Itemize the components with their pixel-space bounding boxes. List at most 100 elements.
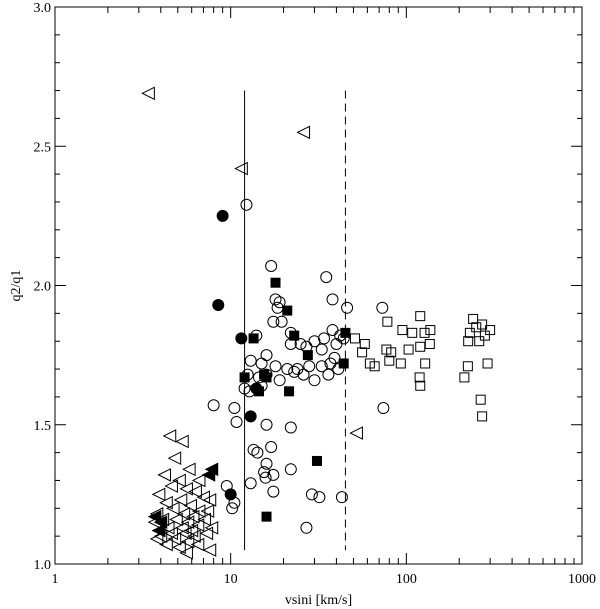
triangle-left-filled-point (151, 523, 166, 538)
circle-open-point (267, 485, 280, 498)
circle-open-point (303, 360, 316, 373)
circle-open-point (305, 488, 318, 501)
square-open-point (397, 325, 408, 336)
circle-open-point (258, 466, 271, 479)
triangle-left-open-point (183, 498, 197, 513)
triangle-left-open-point (296, 125, 311, 140)
circle-open-point (318, 332, 331, 345)
triangle-left-open-point (149, 532, 164, 546)
y-tick-label: 2.0 (34, 280, 52, 295)
circle-open-point (308, 335, 321, 348)
circle-open-point (297, 368, 310, 381)
plot-border (54, 6, 583, 565)
x-tick-label: 1 (52, 572, 59, 587)
square-open-point (384, 355, 395, 366)
triangle-left-open-point (169, 512, 183, 527)
circle-open-point (251, 446, 264, 459)
triangle-left-open-point (164, 526, 178, 541)
circle-open-point (326, 293, 339, 306)
square-filled-point (302, 350, 313, 361)
x-tick-label: 100 (396, 572, 417, 587)
circle-open-point (273, 296, 286, 309)
circle-open-point (207, 399, 220, 412)
circle-open-point (260, 349, 273, 362)
triangle-left-open-point (176, 507, 191, 521)
circle-open-point (240, 198, 253, 211)
square-open-point (382, 316, 393, 327)
circle-open-point (341, 301, 354, 314)
circle-open-point (267, 315, 280, 328)
triangle-left-filled-point (147, 509, 162, 524)
triangle-left-open-point (188, 484, 202, 499)
circle-open-point (269, 360, 282, 373)
square-open-point (479, 330, 490, 341)
circle-open-point (315, 343, 328, 356)
square-open-point (407, 327, 418, 338)
triangle-left-open-point (185, 509, 200, 524)
circle-open-point (259, 471, 272, 484)
y-tick-label: 3.0 (34, 1, 52, 16)
triangle-left-open-point (181, 462, 196, 477)
triangle-left-open-point (160, 520, 175, 535)
circle-open-point (244, 354, 257, 367)
triangle-left-open-point (179, 546, 193, 560)
circle-open-point (313, 491, 326, 504)
triangle-left-open-point (159, 537, 173, 552)
square-open-point (420, 358, 431, 369)
square-open-point (462, 361, 473, 372)
circle-filled-point (216, 209, 229, 222)
triangle-left-open-point (175, 434, 189, 449)
triangle-left-open-point (164, 479, 178, 493)
circle-filled-point (235, 332, 248, 345)
circle-open-point (226, 502, 239, 515)
circle-open-point (328, 351, 341, 364)
circle-open-point (228, 402, 241, 415)
square-open-point (464, 327, 475, 338)
square-filled-point (340, 327, 351, 338)
circle-open-point (273, 374, 286, 387)
triangle-left-open-point (200, 504, 215, 518)
square-filled-point (254, 386, 265, 397)
circle-open-point (377, 402, 390, 415)
y-tick-label: 1.0 (34, 558, 52, 573)
reference-lines (244, 90, 346, 551)
circle-open-point (230, 415, 243, 428)
square-open-point (424, 338, 435, 349)
circle-open-point (269, 293, 282, 306)
triangle-left-open-point (190, 537, 205, 552)
triangle-left-open-point (167, 532, 182, 546)
square-open-point (357, 347, 368, 358)
square-open-point (471, 322, 482, 333)
square-open-point (403, 344, 414, 355)
square-open-point (468, 313, 479, 324)
circle-open-point (260, 457, 273, 470)
triangle-left-open-point (175, 520, 189, 535)
circle-open-point (335, 491, 348, 504)
triangle-left-open-point (172, 473, 186, 488)
circle-open-point (284, 421, 297, 434)
circle-open-point (315, 360, 328, 373)
square-open-point (349, 333, 360, 344)
square-open-point (475, 394, 486, 405)
square-filled-point (261, 511, 272, 522)
circle-filled-point (244, 410, 257, 423)
triangle-left-open-point (179, 481, 193, 496)
circle-open-point (260, 418, 273, 431)
circle-filled-point (212, 298, 225, 311)
circle-open-point (320, 271, 333, 284)
triangle-left-open-point (165, 501, 180, 516)
circle-open-point (376, 301, 389, 314)
y-axis-title: q2/q1 (9, 270, 24, 302)
square-filled-point (338, 358, 349, 369)
square-filled-point (311, 455, 322, 466)
square-filled-point (261, 372, 272, 383)
triangle-left-filled-point (201, 468, 216, 482)
square-open-point (485, 325, 496, 336)
triangle-left-open-point (197, 512, 212, 527)
triangle-left-open-point (234, 161, 248, 176)
circle-open-point (275, 315, 288, 328)
circle-open-point (265, 260, 278, 273)
circle-filled-point (224, 488, 237, 501)
square-open-point (414, 372, 425, 383)
